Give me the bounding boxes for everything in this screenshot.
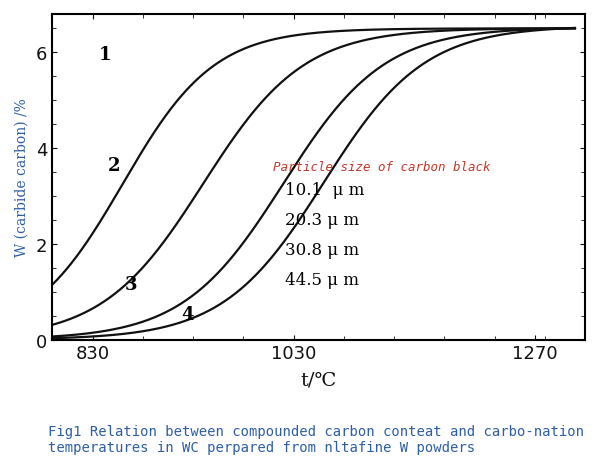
Text: 1: 1 [98, 46, 111, 64]
Text: 30.8 μ m: 30.8 μ m [286, 241, 359, 258]
Y-axis label: W (carbide carbon) /%: W (carbide carbon) /% [15, 98, 29, 257]
Text: Particle size of carbon black: Particle size of carbon black [274, 160, 491, 173]
Text: 20.3 μ m: 20.3 μ m [286, 211, 359, 228]
Text: 44.5 μ m: 44.5 μ m [286, 271, 359, 288]
Text: 4: 4 [181, 306, 193, 324]
Text: 2: 2 [107, 156, 120, 174]
Text: 10.1  μ m: 10.1 μ m [286, 181, 365, 198]
Text: 3: 3 [125, 276, 137, 294]
X-axis label: t/℃: t/℃ [301, 371, 337, 389]
Text: Fig1 Relation between compounded carbon conteat and carbo-nation
temperatures in: Fig1 Relation between compounded carbon … [48, 424, 584, 454]
